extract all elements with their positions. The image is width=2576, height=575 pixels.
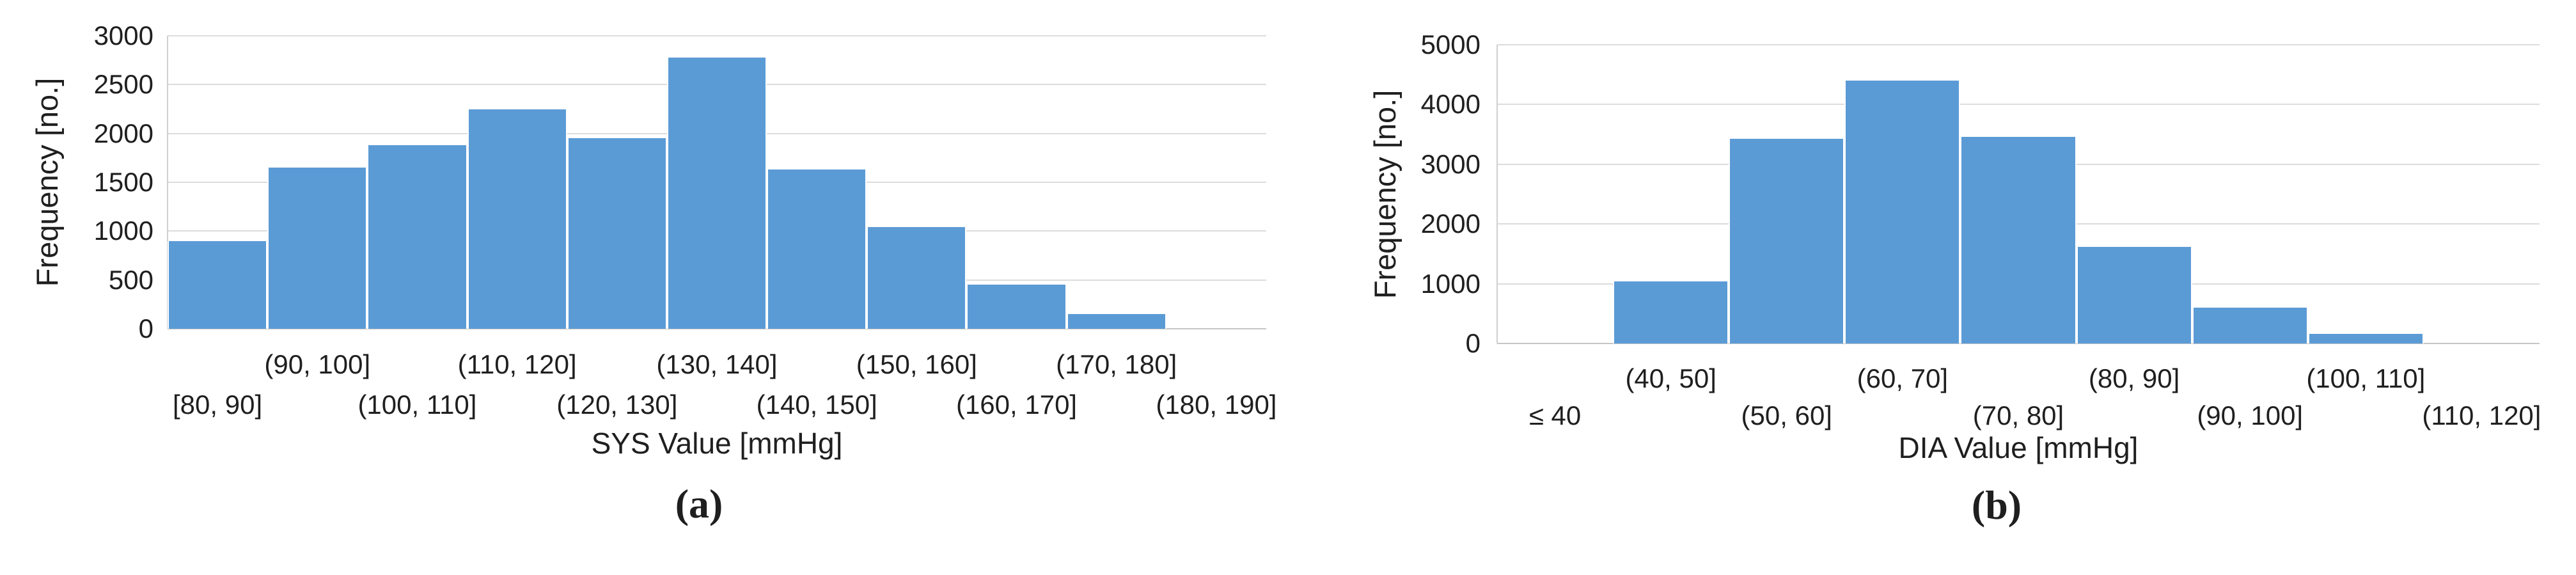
subfigure-caption-b: (b) (1971, 482, 2022, 528)
y-axis-line (1496, 45, 1498, 343)
x-category-label: (90, 100] (264, 349, 371, 379)
y-tick-label: 1500 (93, 167, 153, 197)
histogram-bar (666, 57, 767, 329)
y-tick-label: 2500 (93, 69, 153, 100)
x-category-label: (80, 90] (2088, 363, 2180, 393)
subfigure-caption-a: (a) (675, 481, 723, 526)
x-axis-title: DIA Value [mmHg] (1898, 431, 2139, 464)
y-tick-label: 3000 (93, 20, 153, 51)
histogram-bar (567, 138, 667, 329)
gridline (168, 35, 1266, 36)
histogram-bar (2192, 307, 2308, 343)
histogram-bar (1066, 314, 1166, 329)
y-tick-label: 1000 (93, 216, 153, 246)
x-category-label: (90, 100] (2197, 400, 2304, 430)
histogram-bar (367, 145, 467, 329)
histogram-bar (1729, 138, 1845, 343)
x-category-label: (110, 120] (2422, 400, 2541, 430)
y-tick-label: 2000 (1420, 209, 1480, 239)
gridline (1497, 44, 2540, 45)
x-category-label: (150, 160] (856, 349, 977, 379)
y-tick-label: 500 (108, 264, 153, 295)
y-tick-label: 2000 (93, 118, 153, 148)
x-category-label: (60, 70] (1857, 363, 1949, 393)
gridline (1497, 104, 2540, 106)
histogram-bar (267, 168, 368, 329)
y-tick-label: 1000 (1420, 268, 1480, 299)
x-category-label: (100, 110] (357, 390, 477, 420)
x-category-label: (180, 190] (1156, 390, 1277, 420)
histogram-bar (467, 109, 567, 329)
x-category-label: (140, 150] (756, 390, 877, 420)
x-category-label: (170, 180] (1056, 349, 1177, 379)
x-category-label: (120, 130] (556, 390, 678, 420)
x-axis-line (168, 328, 1266, 329)
y-tick-label: 4000 (1420, 89, 1480, 120)
x-axis-line (1497, 343, 2540, 344)
histogram-bar (1960, 136, 2077, 343)
x-category-label: (110, 120] (457, 349, 577, 379)
x-category-label: (130, 140] (656, 349, 778, 379)
histogram-bar (2076, 246, 2192, 343)
histogram-bar (1613, 281, 1729, 343)
y-axis-line (167, 36, 168, 329)
histogram-bar (966, 285, 1067, 329)
x-category-label: (100, 110] (2306, 363, 2426, 393)
histogram-bar (867, 227, 967, 329)
histogram-bar (168, 240, 268, 329)
y-tick-label: 5000 (1420, 29, 1480, 59)
histogram-bar (2307, 334, 2424, 343)
x-category-label: [80, 90] (173, 390, 263, 420)
x-category-label: (160, 170] (955, 390, 1078, 420)
histogram-bar (1844, 81, 1961, 343)
y-tick-label: 0 (138, 313, 153, 343)
x-axis-title: SYS Value [mmHg] (591, 427, 843, 460)
histogram-bar (767, 169, 867, 329)
y-tick-label: 3000 (1420, 148, 1480, 179)
y-tick-label: 0 (1465, 328, 1480, 358)
x-category-label: (70, 80] (1972, 400, 2064, 430)
x-category-label: ≤ 40 (1528, 400, 1582, 430)
x-category-label: (50, 60] (1741, 400, 1832, 430)
x-category-label: (40, 50] (1625, 363, 1716, 393)
